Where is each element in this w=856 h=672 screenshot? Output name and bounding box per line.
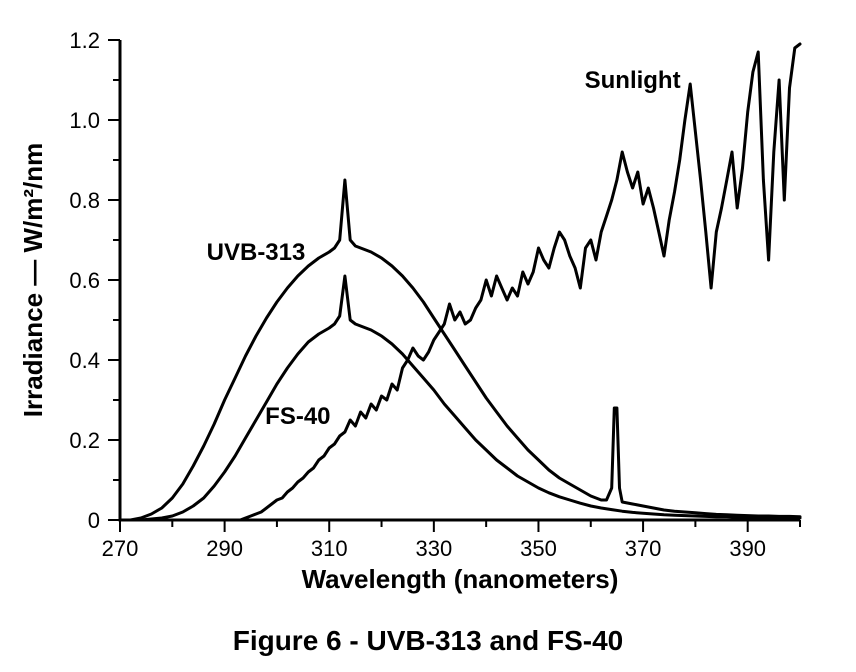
y-axis-label: Irradiance — W/m²/nm bbox=[18, 143, 48, 418]
x-tick-label: 370 bbox=[625, 536, 662, 561]
y-tick-label: 0 bbox=[88, 508, 100, 533]
label-uvb313: UVB-313 bbox=[207, 239, 306, 266]
y-tick-label: 0.2 bbox=[69, 428, 100, 453]
y-tick-label: 0.8 bbox=[69, 188, 100, 213]
label-fs40: FS-40 bbox=[265, 403, 330, 430]
label-sunlight: Sunlight bbox=[585, 67, 681, 94]
x-tick-label: 390 bbox=[729, 536, 766, 561]
x-tick-label: 330 bbox=[415, 536, 452, 561]
x-axis-label: Wavelength (nanometers) bbox=[302, 564, 619, 594]
y-tick-label: 0.6 bbox=[69, 268, 100, 293]
figure-caption: Figure 6 - UVB-313 and FS-40 bbox=[233, 625, 624, 656]
x-tick-label: 270 bbox=[102, 536, 139, 561]
x-tick-label: 290 bbox=[206, 536, 243, 561]
x-tick-label: 350 bbox=[520, 536, 557, 561]
y-tick-label: 0.4 bbox=[69, 348, 100, 373]
y-tick-label: 1.2 bbox=[69, 28, 100, 53]
x-tick-label: 310 bbox=[311, 536, 348, 561]
y-tick-label: 1.0 bbox=[69, 108, 100, 133]
spectral-irradiance-chart: 0 0.2 0.4 0.6 0.8 1.0 1.2 270 290 310 330 350 370 390… bbox=[0, 0, 856, 672]
